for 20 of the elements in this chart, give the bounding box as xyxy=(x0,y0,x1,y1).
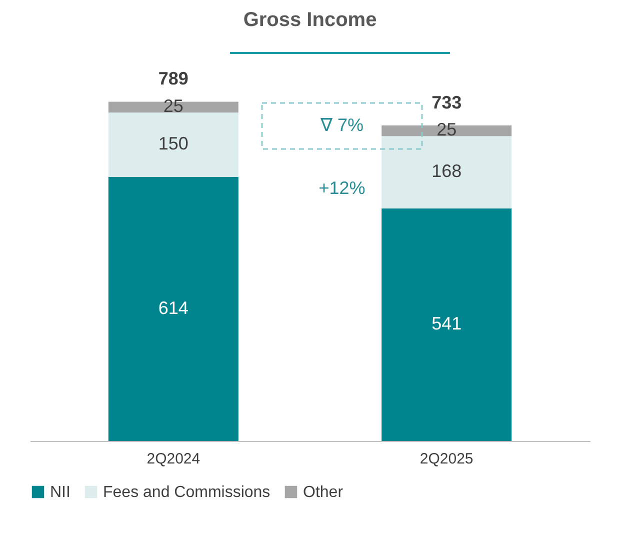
data-label: 168 xyxy=(432,161,462,182)
data-label: 614 xyxy=(158,298,188,318)
bar xyxy=(382,208,512,441)
data-label: 25 xyxy=(163,96,184,116)
legend-label: Other xyxy=(303,484,344,501)
legend-label: NII xyxy=(50,484,70,501)
x-tick-label: 2Q2025 xyxy=(420,450,474,468)
x-tick-label: 2Q2024 xyxy=(146,450,200,468)
total-label: 789 xyxy=(158,68,188,89)
bar xyxy=(108,176,238,441)
legend-label: Fees and Commissions xyxy=(103,484,270,501)
annotation: +12% xyxy=(318,178,366,198)
annotation: ∇ 7% xyxy=(319,115,364,135)
bar xyxy=(382,136,512,208)
data-label: 150 xyxy=(158,134,188,154)
total-label: 733 xyxy=(432,92,462,112)
bar xyxy=(108,112,238,177)
data-label: 541 xyxy=(432,314,462,334)
chart-title: Gross Income xyxy=(243,9,377,31)
data-label: 25 xyxy=(436,120,457,140)
